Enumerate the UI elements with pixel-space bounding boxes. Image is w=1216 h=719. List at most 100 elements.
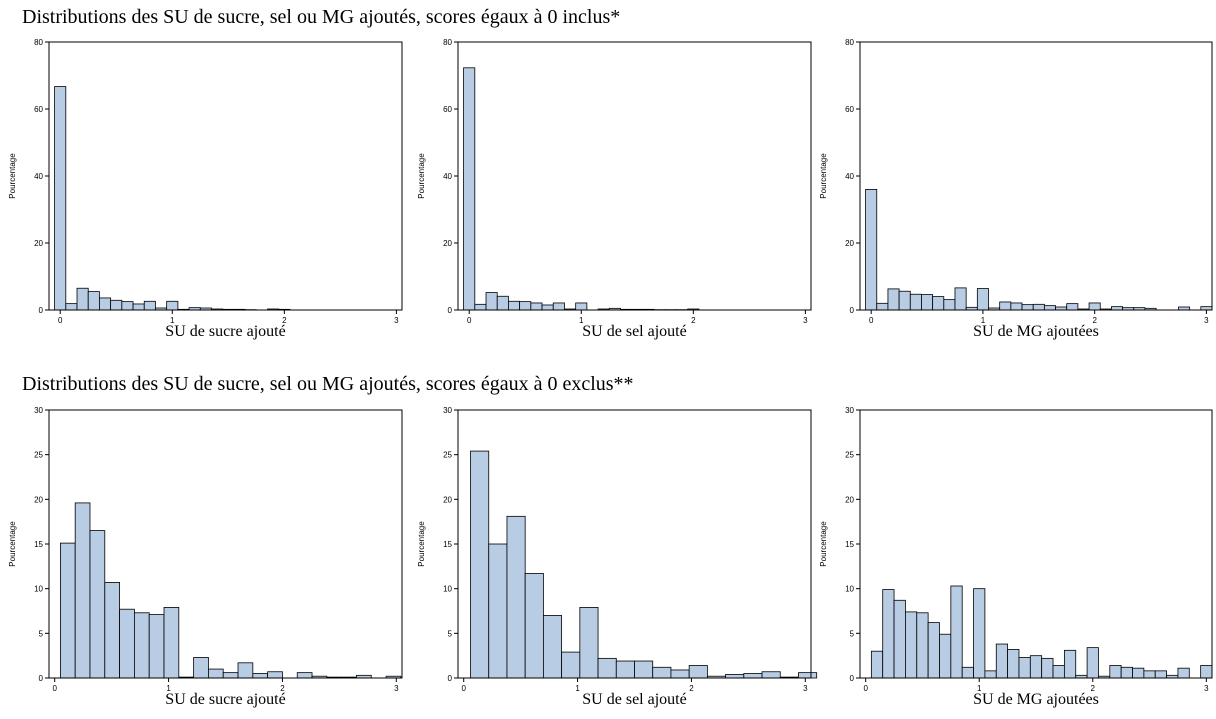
y-tick-label: 25 bbox=[443, 451, 452, 460]
histogram-bar bbox=[89, 530, 106, 679]
y-tick-label: 60 bbox=[845, 105, 854, 114]
histogram-bar bbox=[1041, 657, 1054, 679]
histogram-bar bbox=[634, 660, 654, 679]
histogram-bar bbox=[1088, 302, 1101, 311]
x-tick-label: 2 bbox=[282, 316, 287, 325]
y-tick-label: 30 bbox=[34, 406, 43, 415]
histogram-bar bbox=[208, 668, 224, 679]
section-title-excluded: Distributions des SU de sucre, sel ou MG… bbox=[22, 373, 634, 395]
histogram-bar bbox=[506, 515, 526, 679]
y-tick-label: 15 bbox=[845, 540, 854, 549]
x-tick-label: 3 bbox=[1204, 684, 1209, 693]
histogram-bar bbox=[59, 542, 76, 679]
histogram-bar bbox=[950, 585, 963, 679]
histogram-bar bbox=[870, 650, 884, 679]
x-tick-label: 3 bbox=[803, 316, 808, 325]
histogram-bar bbox=[474, 303, 487, 311]
histogram-bar bbox=[798, 672, 818, 679]
histogram-bar bbox=[916, 612, 929, 679]
histogram-bar bbox=[121, 301, 134, 311]
x-tick-label: 1 bbox=[575, 684, 580, 693]
histogram-bar bbox=[541, 304, 554, 311]
histogram-bar bbox=[148, 614, 165, 679]
histogram-bar bbox=[76, 287, 89, 311]
histogram-bar bbox=[519, 301, 532, 311]
y-tick-label: 10 bbox=[443, 585, 452, 594]
histogram-bar bbox=[488, 543, 508, 679]
y-tick-label: 20 bbox=[34, 239, 43, 248]
x-tick-label: 2 bbox=[689, 684, 694, 693]
histogram-bar bbox=[1018, 657, 1031, 679]
x-tick-label: 3 bbox=[1204, 316, 1209, 325]
y-tick-label: 80 bbox=[443, 38, 452, 47]
histogram-bar bbox=[166, 300, 179, 311]
histogram-bar bbox=[579, 607, 599, 679]
histogram-bar bbox=[1132, 667, 1145, 679]
y-tick-label: 40 bbox=[845, 172, 854, 181]
histogram-bar bbox=[927, 622, 940, 679]
x-axis-label: SU de MG ajoutées bbox=[973, 691, 1099, 708]
histogram-panel-4: 0 5 10 15 20 25 30 0 1 2 3 SU de sucre ajouté Pource… bbox=[8, 406, 403, 708]
histogram-bar bbox=[921, 294, 934, 311]
histogram-bar bbox=[887, 288, 900, 311]
x-tick-label: 2 bbox=[1091, 684, 1096, 693]
histogram-bar bbox=[865, 188, 878, 311]
y-tick-label: 30 bbox=[443, 406, 452, 415]
histogram-bar bbox=[984, 670, 997, 679]
x-axis-label: SU de sucre ajouté bbox=[165, 691, 285, 708]
histogram-bar bbox=[939, 633, 952, 679]
y-tick-label: 20 bbox=[845, 495, 854, 504]
x-tick-label: 0 bbox=[467, 316, 472, 325]
histogram-bar bbox=[1200, 306, 1213, 311]
y-tick-label: 25 bbox=[845, 451, 854, 460]
y-tick-label: 30 bbox=[845, 406, 854, 415]
histogram-bar bbox=[530, 302, 543, 311]
histogram-bar bbox=[1177, 667, 1190, 679]
histogram-bar bbox=[87, 291, 100, 311]
plot-frame bbox=[457, 41, 812, 311]
histogram-panel-3: 0 20 40 60 80 0 1 2 3 SU de MG ajoutées Pourcentag… bbox=[819, 38, 1213, 340]
histogram-bar bbox=[561, 651, 581, 679]
histogram-bar bbox=[688, 665, 708, 679]
x-axis-label: SU de sucre ajouté bbox=[165, 323, 285, 340]
histogram-bar bbox=[652, 666, 672, 679]
histogram-bar bbox=[296, 672, 313, 679]
y-tick-label: 0 bbox=[448, 306, 453, 315]
histogram-bar bbox=[898, 290, 911, 311]
histogram-bar bbox=[1010, 302, 1023, 311]
y-tick-label: 80 bbox=[845, 38, 854, 47]
x-tick-label: 2 bbox=[280, 684, 285, 693]
histogram-bar bbox=[961, 666, 974, 679]
histogram-bar bbox=[524, 573, 544, 679]
histogram-bar bbox=[119, 608, 135, 679]
plot-frame bbox=[48, 41, 403, 311]
y-tick-label: 20 bbox=[845, 239, 854, 248]
y-tick-label: 20 bbox=[34, 495, 43, 504]
y-tick-label: 5 bbox=[39, 629, 44, 638]
histogram-bar bbox=[252, 673, 269, 679]
histogram-bar bbox=[943, 299, 956, 311]
y-tick-label: 0 bbox=[448, 674, 453, 683]
y-axis-label: Pourcentage bbox=[819, 153, 828, 199]
x-tick-label: 3 bbox=[394, 684, 399, 693]
y-tick-label: 40 bbox=[443, 172, 452, 181]
histogram-bar bbox=[99, 297, 112, 311]
y-tick-label: 40 bbox=[34, 172, 43, 181]
histogram-bar bbox=[893, 599, 906, 679]
histogram-bar bbox=[163, 607, 180, 679]
histogram-bar bbox=[743, 673, 763, 679]
x-tick-label: 3 bbox=[394, 316, 399, 325]
histogram-bar bbox=[1021, 304, 1034, 311]
histogram-bar bbox=[876, 302, 889, 311]
histogram-bar bbox=[552, 302, 565, 311]
histogram-bar bbox=[999, 301, 1012, 311]
histogram-bar bbox=[1063, 649, 1077, 679]
histogram-bar bbox=[597, 657, 617, 679]
histogram-bar bbox=[909, 293, 922, 311]
histogram-bar bbox=[954, 287, 967, 311]
y-tick-label: 0 bbox=[39, 674, 44, 683]
y-tick-label: 80 bbox=[34, 38, 43, 47]
histogram-bar bbox=[463, 67, 476, 311]
histogram-bar bbox=[132, 303, 145, 311]
histogram-bar bbox=[104, 582, 121, 679]
